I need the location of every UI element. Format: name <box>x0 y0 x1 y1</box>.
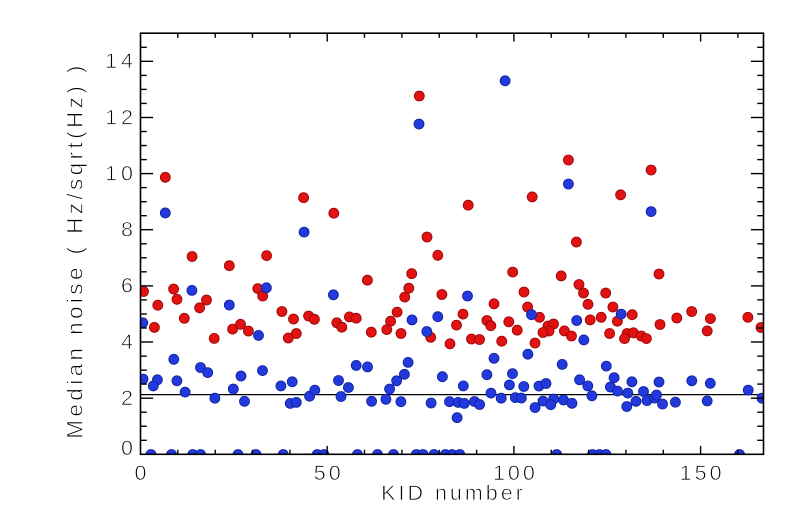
svg-text:0: 0 <box>135 461 150 485</box>
svg-text:4: 4 <box>121 330 137 354</box>
svg-text:8: 8 <box>121 218 137 242</box>
svg-text:14: 14 <box>105 49 137 73</box>
svg-text:KID number: KID number <box>381 481 526 505</box>
svg-text:100: 100 <box>493 461 538 485</box>
svg-text:50: 50 <box>314 461 344 485</box>
svg-text:Median noise ( Hz/sqrt(Hz) ): Median noise ( Hz/sqrt(Hz) ) <box>63 62 88 439</box>
svg-text:12: 12 <box>105 105 137 129</box>
svg-text:10: 10 <box>105 161 137 185</box>
svg-text:2: 2 <box>121 386 137 410</box>
svg-text:0: 0 <box>121 436 137 460</box>
svg-text:150: 150 <box>680 461 725 485</box>
svg-text:6: 6 <box>121 274 137 298</box>
